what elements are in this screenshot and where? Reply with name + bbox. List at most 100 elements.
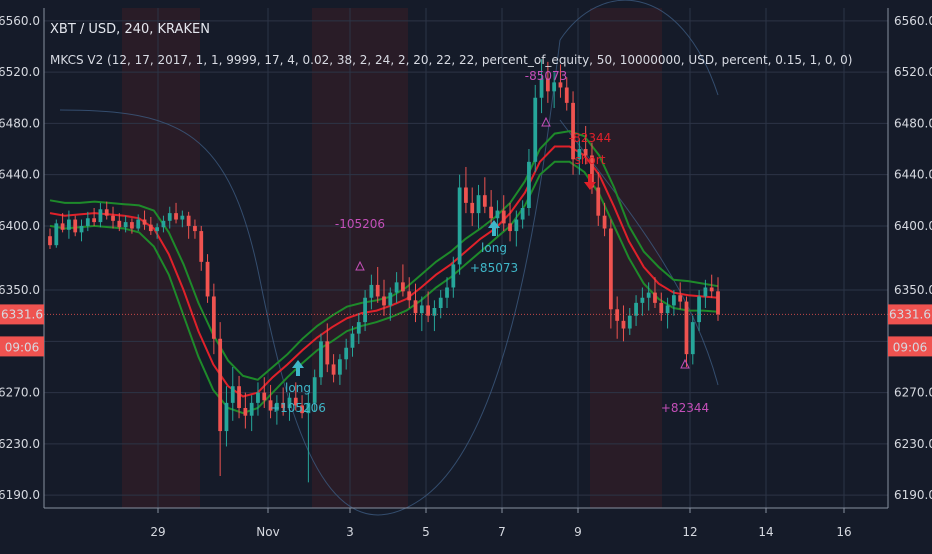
- long-entry-arrow: [488, 220, 500, 236]
- candle: [653, 277, 657, 308]
- y-tick-label-left: 6270.0: [0, 386, 40, 400]
- candle: [716, 277, 720, 321]
- candle: [558, 64, 563, 98]
- candle: [104, 201, 109, 220]
- candle: [470, 187, 475, 226]
- candle: [92, 208, 97, 226]
- candle-body: [117, 220, 122, 228]
- candle-body: [73, 219, 78, 233]
- candle: [413, 283, 418, 323]
- candle-body: [48, 236, 52, 246]
- candle-body: [218, 338, 223, 432]
- candle-body: [489, 206, 494, 219]
- candle-body: [552, 82, 557, 92]
- candle-body: [640, 297, 645, 303]
- candle-body: [350, 333, 355, 348]
- candle: [482, 177, 487, 214]
- candle-body: [211, 296, 216, 339]
- candle-body: [545, 78, 550, 92]
- candle-body: [476, 195, 481, 214]
- candle: [130, 218, 134, 234]
- candle-body: [401, 282, 405, 292]
- candle-body: [634, 302, 638, 316]
- candle: [262, 377, 267, 408]
- x-tick-label: 16: [836, 525, 851, 539]
- y-tick-label-right: 6520.0: [894, 65, 932, 79]
- candle-body: [111, 215, 115, 221]
- candle: [671, 290, 676, 316]
- candle: [186, 211, 191, 239]
- candle-body: [703, 287, 708, 297]
- candle-body: [85, 218, 90, 226]
- candle-body: [646, 292, 651, 298]
- candle: [527, 149, 531, 216]
- candle-body: [464, 187, 468, 203]
- candle-body: [426, 305, 431, 316]
- candle: [249, 395, 254, 432]
- candle: [501, 195, 506, 232]
- y-tick-label-right: 6230.0: [894, 437, 932, 451]
- y-tick-label-right: 6270.0: [894, 386, 932, 400]
- x-tick-label: 5: [422, 525, 430, 539]
- candle-body: [508, 223, 512, 232]
- candle-body: [287, 397, 292, 408]
- candle-body: [256, 392, 260, 403]
- candle: [438, 290, 443, 319]
- candle-body: [104, 209, 109, 216]
- candle: [230, 366, 235, 421]
- candle: [495, 200, 500, 237]
- candle-body: [621, 320, 626, 329]
- candle: [445, 277, 449, 308]
- candle-body: [388, 292, 393, 306]
- candle: [407, 277, 412, 308]
- candle-body: [92, 218, 97, 223]
- candle: [426, 291, 431, 323]
- candle: [142, 210, 147, 230]
- candle: [350, 325, 355, 357]
- candle: [375, 266, 380, 303]
- candle-body: [602, 215, 607, 229]
- candle-body: [678, 295, 683, 302]
- candle: [432, 300, 437, 332]
- candle-body: [325, 341, 330, 365]
- candle: [136, 214, 141, 232]
- envelope-curve: [559, 119, 719, 386]
- long-entry-value: +105206: [270, 401, 326, 415]
- candle: [382, 279, 386, 316]
- candle: [545, 61, 550, 103]
- candle: [577, 138, 582, 175]
- candle-body: [312, 377, 317, 403]
- candle-body: [268, 400, 273, 411]
- candle: [596, 172, 601, 226]
- candle-body: [249, 402, 254, 416]
- candle-body: [98, 209, 103, 223]
- long-entry-arrow: [292, 360, 304, 376]
- envelope-curve: [559, 0, 719, 96]
- candle: [85, 211, 90, 232]
- candle-body: [413, 300, 418, 314]
- candle-body: [130, 222, 134, 229]
- candle-body: [281, 402, 286, 408]
- x-tick-label: 14: [758, 525, 773, 539]
- candle-body: [627, 315, 632, 329]
- candle-body: [527, 161, 531, 208]
- candle: [533, 84, 538, 173]
- candle-body: [375, 284, 380, 297]
- candle-body: [300, 405, 304, 414]
- candle: [293, 382, 298, 411]
- candle-body: [148, 224, 153, 232]
- candle-body: [262, 392, 267, 401]
- candle: [457, 174, 462, 275]
- y-tick-label-left: 6560.0: [0, 14, 40, 28]
- candle: [356, 313, 361, 344]
- candle-body: [224, 402, 229, 432]
- candle: [79, 219, 84, 242]
- y-tick-label-left: 6440.0: [0, 168, 40, 182]
- long-entry-label: long: [481, 241, 507, 255]
- candle-body: [205, 261, 210, 297]
- y-tick-label-left: 6230.0: [0, 437, 40, 451]
- candle-body: [671, 295, 676, 306]
- y-tick-label-right: 6350.0: [894, 283, 932, 297]
